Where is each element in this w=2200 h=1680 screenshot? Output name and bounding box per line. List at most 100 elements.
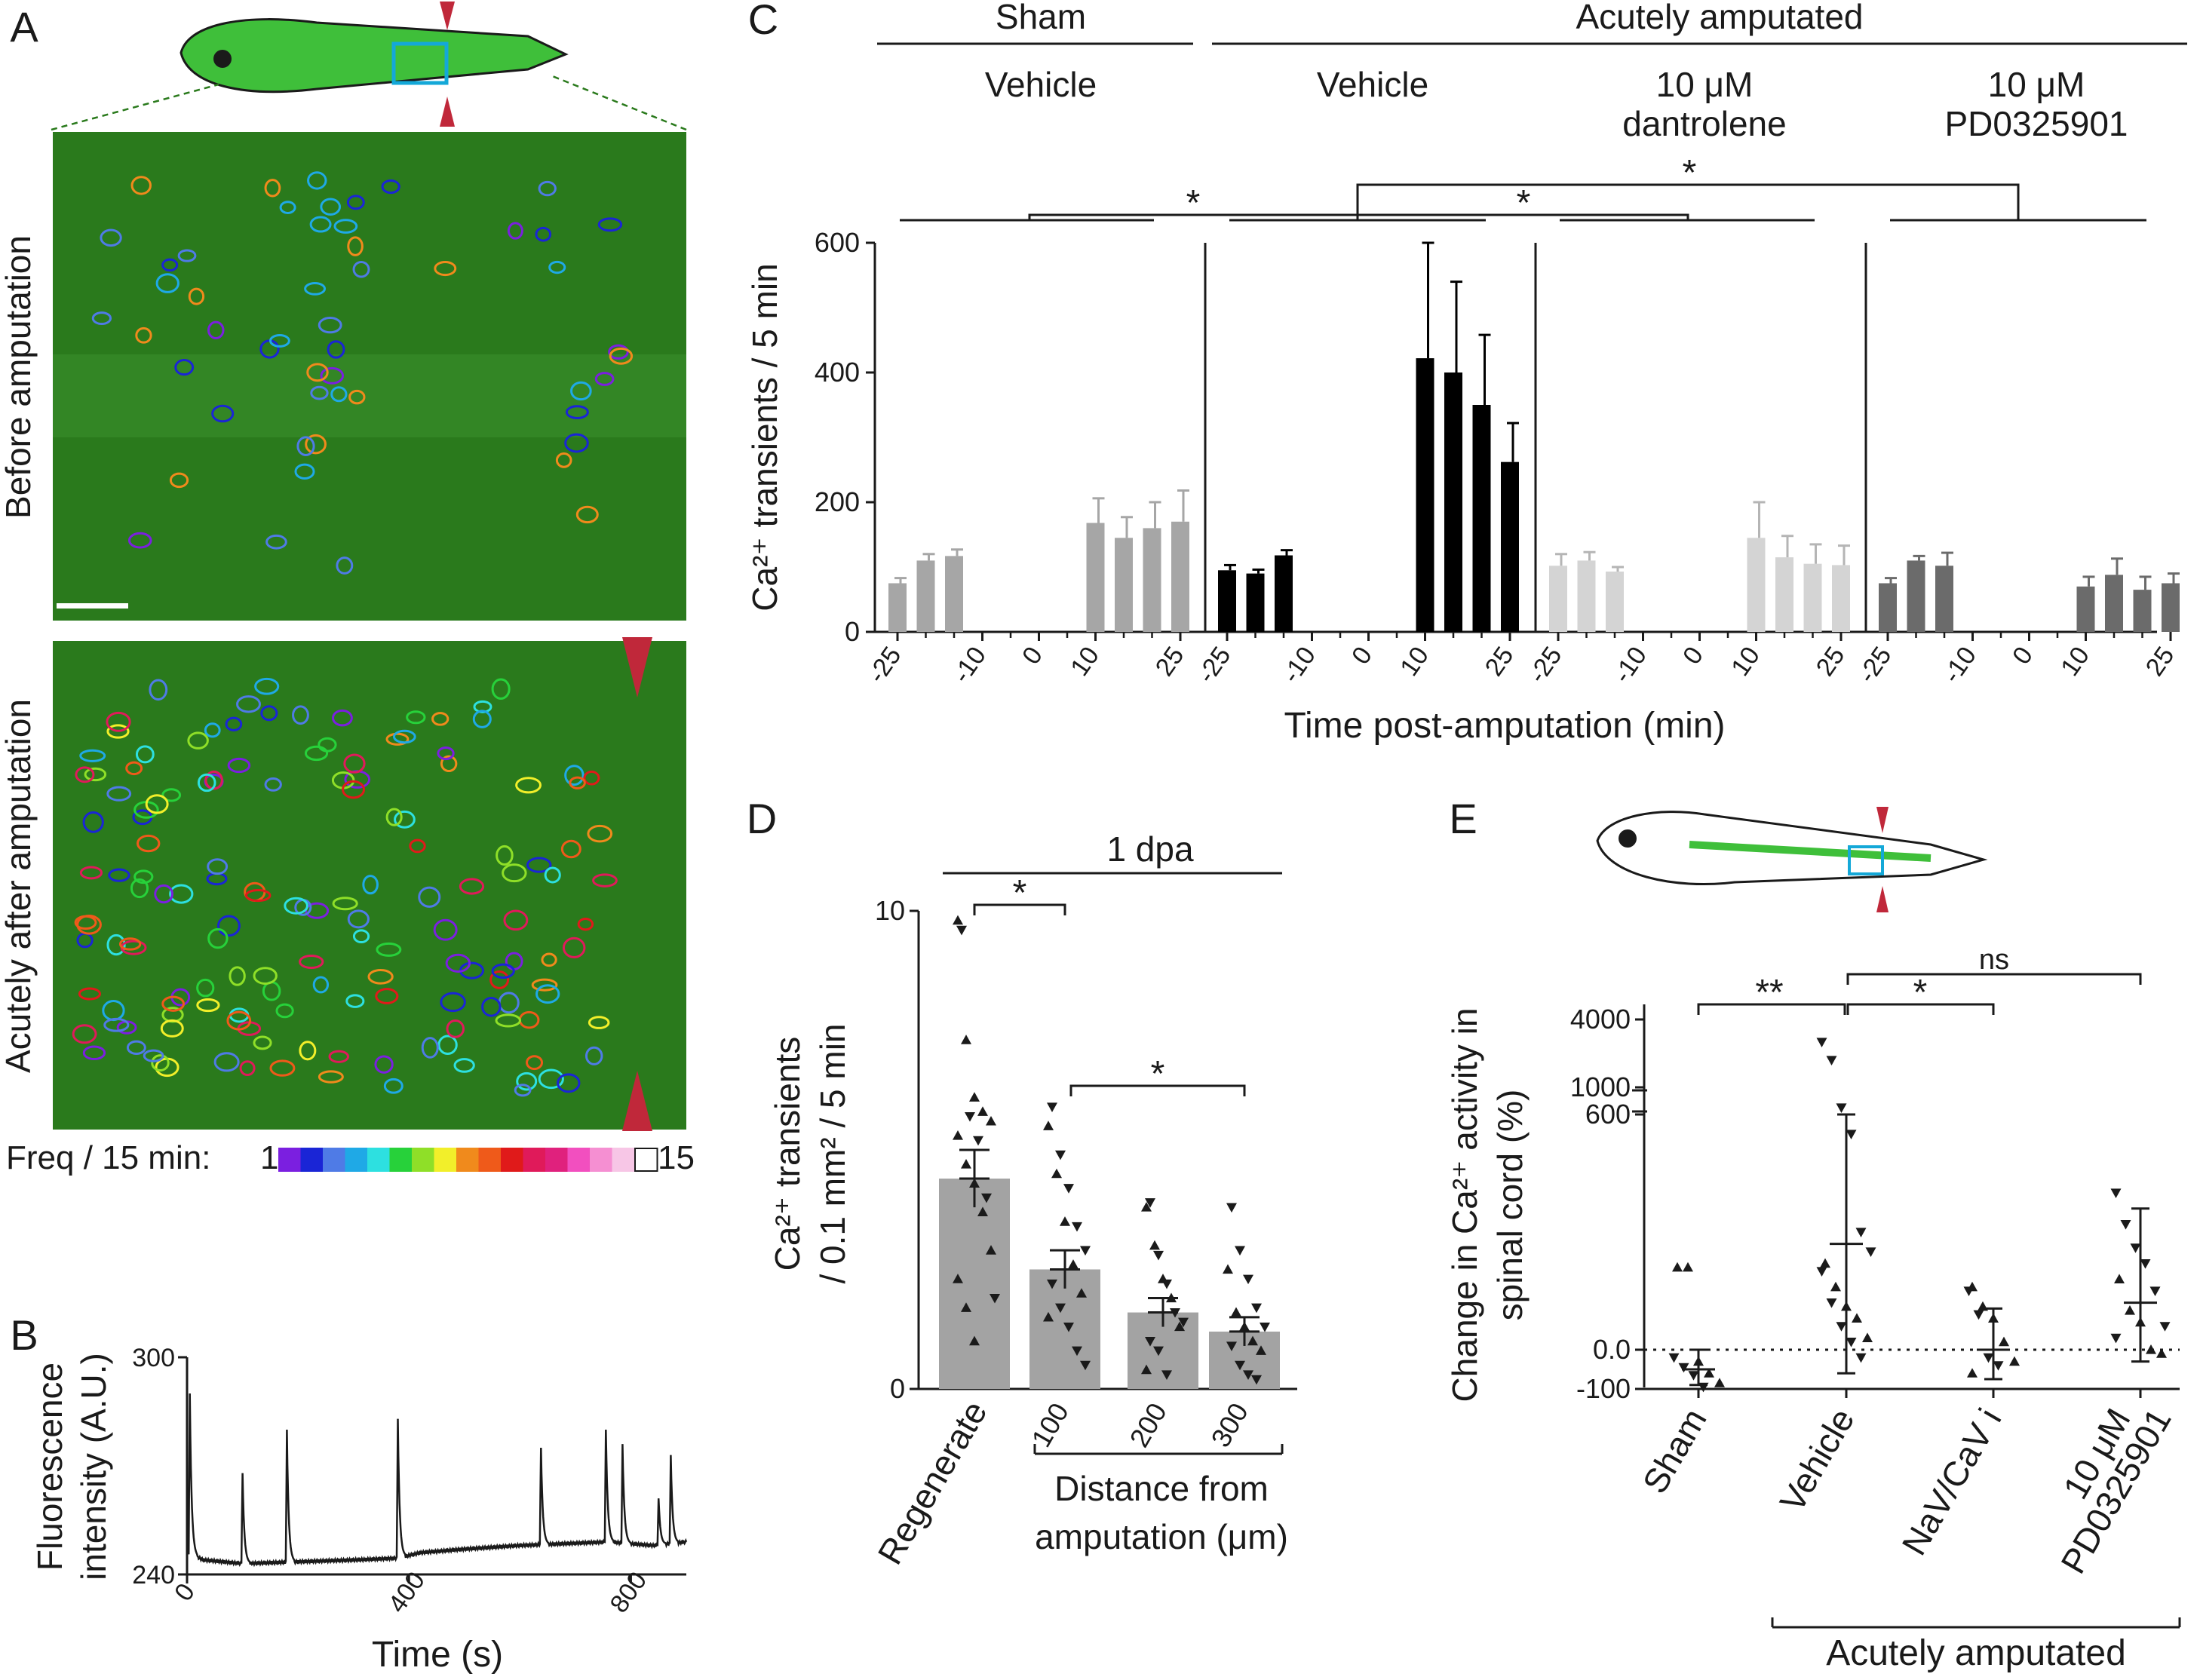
cell-outline-after: [149, 679, 168, 701]
amputation-arrow-bottom: [440, 97, 455, 127]
point-up: [1141, 1364, 1152, 1375]
sig-star-1: **: [1755, 973, 1783, 1013]
cell-outline-after: [526, 1055, 544, 1071]
cell-outline-after: [79, 749, 106, 762]
cell-outline-after: [253, 1035, 272, 1050]
cell-outline-after: [496, 845, 514, 866]
zoom-guide-left: [51, 83, 219, 131]
cell-outline-after: [196, 978, 215, 998]
cell-outline-after: [264, 777, 282, 792]
cell-outline-after: [226, 1010, 252, 1031]
cell-outline-before: [169, 472, 189, 489]
point-up: [1852, 1313, 1862, 1323]
bar-pd: [2162, 583, 2180, 632]
bar-sham: [916, 560, 935, 632]
cell-outline-after: [440, 755, 458, 773]
point-up: [2146, 1344, 2156, 1354]
point-down: [1836, 1322, 1847, 1332]
y-tick-label: 0.0: [1593, 1334, 1631, 1365]
cell-outline-after: [352, 929, 370, 944]
cell-outline-after: [239, 1060, 256, 1077]
y-tick-label: 0: [845, 616, 860, 647]
point-up: [953, 1130, 963, 1140]
cell-outline-before: [279, 201, 296, 214]
cell-outline-after: [347, 909, 370, 929]
x-tick-label: -25: [862, 642, 907, 688]
point-up: [1174, 1321, 1185, 1332]
cell-outline-after: [151, 1054, 170, 1071]
cell-outline-after: [491, 963, 515, 979]
cell-outline-after: [161, 995, 186, 1012]
point-up: [1043, 1121, 1054, 1130]
cell-outline-before: [564, 433, 589, 453]
cell-outline-after: [103, 1017, 130, 1032]
y-tick-label: 1000: [1570, 1071, 1631, 1102]
cell-outline-after: [227, 757, 251, 774]
cell-outline-after: [516, 1071, 538, 1091]
point-down: [1072, 1222, 1082, 1232]
point-down: [1973, 1310, 1984, 1320]
imaged-region-box: [391, 41, 449, 85]
sig-bracket-2: [1356, 213, 1689, 220]
cell-outline-after: [560, 839, 581, 859]
y-tick-label: -100: [1576, 1373, 1631, 1404]
freq-legend-swatch: [323, 1148, 347, 1172]
freq-legend-swatch: [567, 1148, 591, 1172]
x-tick-label: 10: [1065, 642, 1105, 682]
point-down: [1047, 1102, 1057, 1112]
x-axis-label: Time (s): [372, 1635, 503, 1675]
cell-outline-after: [72, 1024, 97, 1044]
cell-outline-before: [307, 171, 327, 190]
cell-outline-after: [406, 710, 426, 725]
cell-outline-before: [130, 176, 152, 195]
cell-outline-after: [332, 709, 353, 727]
cell-outline-after: [204, 770, 223, 790]
bar-vehicle: [1416, 358, 1434, 632]
cell-outline-after: [229, 966, 246, 986]
amputation-arrow-top: [1876, 807, 1889, 833]
cell-outline-after: [514, 1084, 532, 1097]
cell-outline-after: [562, 937, 586, 958]
point-down: [1063, 1322, 1074, 1332]
sig-bracket-3: [1356, 183, 2020, 220]
tadpole-eye: [213, 50, 232, 68]
cell-outline-after: [125, 761, 143, 776]
bar-dantrolene: [1803, 563, 1822, 632]
cell-outline-before: [306, 363, 329, 382]
y-tick-label: 400: [815, 357, 860, 388]
cell-outline-after: [133, 869, 154, 884]
point-up: [1223, 1264, 1233, 1274]
panel-letter-c: C: [748, 0, 778, 43]
sig-bracket-3: [1846, 973, 2142, 985]
bar-sham: [1143, 528, 1161, 632]
cell-outline-before: [609, 347, 634, 365]
point-down: [1816, 1267, 1827, 1277]
cell-outline-before: [135, 326, 152, 344]
cell-outline-after: [260, 705, 278, 722]
sig-bracket-2: [1069, 1084, 1246, 1096]
cell-outline-after: [130, 878, 149, 899]
freq-legend-swatch: [367, 1148, 391, 1172]
cell-outline-after: [145, 794, 169, 814]
cell-outline-before: [309, 216, 332, 233]
point-down: [1055, 1303, 1066, 1314]
cell-outline-after: [440, 992, 466, 1013]
point-up: [2156, 1348, 2167, 1358]
point-down: [1226, 1203, 1237, 1213]
cell-outline-before: [548, 260, 566, 274]
point-down: [1153, 1346, 1164, 1357]
x-tick-label: 25: [1480, 642, 1520, 682]
cell-outline-after: [526, 857, 552, 873]
cell-outline-before: [318, 317, 342, 334]
amputation-arrow-top: [440, 2, 455, 30]
freq-legend-min: 1: [260, 1139, 278, 1176]
cell-outline-before: [352, 260, 370, 278]
sig-star-1: *: [1013, 873, 1027, 913]
tissue-band: [53, 354, 686, 437]
cell-outline-after: [433, 918, 458, 941]
x-tick-label: -10: [1938, 642, 1982, 688]
amputation-arrow-bottom: [1876, 886, 1889, 912]
cell-outline-after: [345, 994, 365, 1008]
